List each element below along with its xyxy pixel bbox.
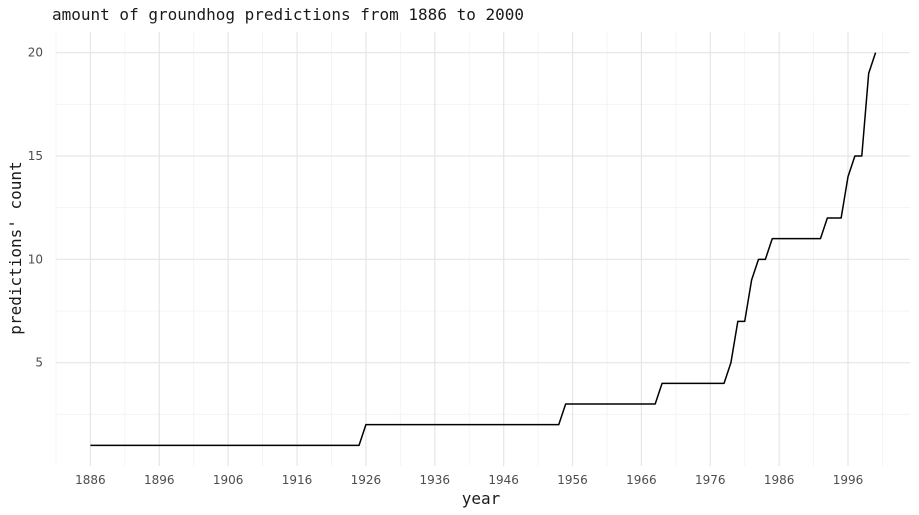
chart-title: amount of groundhog predictions from 188… xyxy=(52,5,524,24)
y-axis-ticks: 5 10 15 20 xyxy=(28,46,43,370)
y-tick-label: 5 xyxy=(35,356,43,370)
x-tick-label: 1916 xyxy=(282,473,313,487)
x-tick-label: 1966 xyxy=(626,473,657,487)
x-axis-ticks: 1886 1896 1906 1916 1926 1936 1946 1956 1966 1976… xyxy=(75,473,863,487)
y-tick-label: 10 xyxy=(28,252,43,266)
x-tick-label: 1956 xyxy=(557,473,588,487)
y-tick-label: 20 xyxy=(28,46,43,60)
y-tick-label: 15 xyxy=(28,149,43,163)
grid xyxy=(55,32,910,466)
x-tick-label: 1906 xyxy=(213,473,244,487)
y-axis-title: predictions' count xyxy=(6,161,25,334)
x-tick-label: 1996 xyxy=(833,473,864,487)
x-tick-label: 1946 xyxy=(488,473,519,487)
x-tick-label: 1926 xyxy=(351,473,382,487)
x-tick-label: 1976 xyxy=(695,473,726,487)
x-axis-title: year xyxy=(462,489,501,508)
x-tick-label: 1986 xyxy=(764,473,795,487)
x-tick-label: 1896 xyxy=(144,473,175,487)
x-tick-label: 1936 xyxy=(420,473,451,487)
x-tick-label: 1886 xyxy=(75,473,106,487)
series-layer xyxy=(90,52,877,447)
series-line xyxy=(90,52,877,447)
